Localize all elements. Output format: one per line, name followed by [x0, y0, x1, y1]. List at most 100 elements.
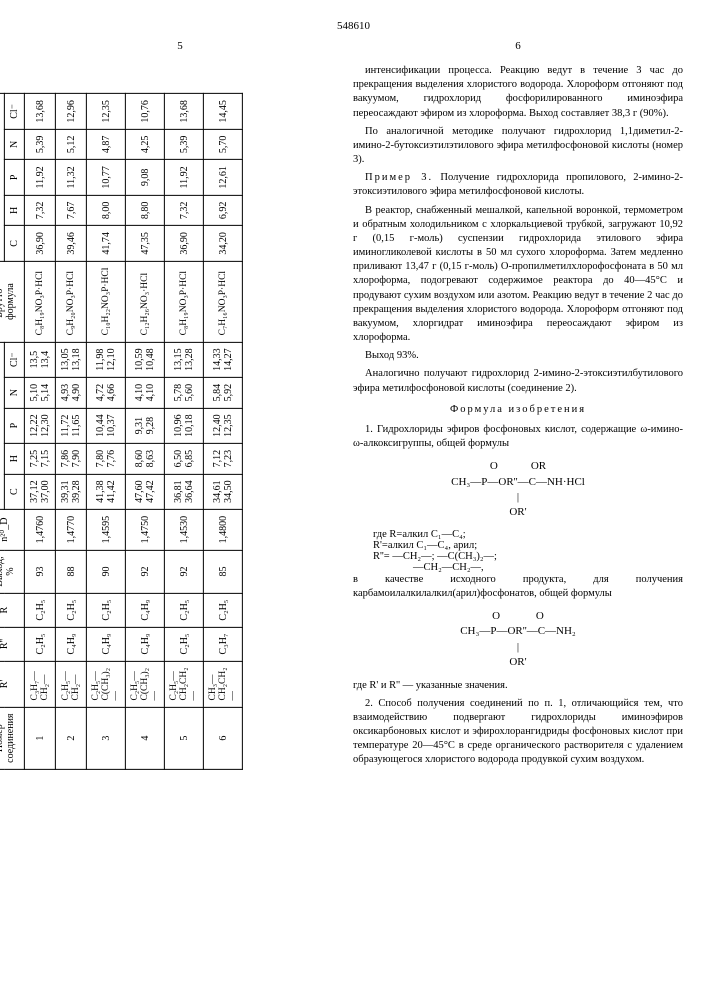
chemical-formula-1: O OR CH₃—P—OR''—C—NH·HCl | OR' [353, 459, 683, 521]
where-r2: R''= —СН₂—; —С(СН₃)₂—; [373, 551, 683, 562]
table-cell: 1,4800 [203, 509, 242, 550]
left-column: 5 Номер соединения R' R'' R Выход, % n²⁰… [15, 40, 345, 811]
table-cell: 6 [203, 707, 242, 769]
table-cell: 7,86 7,90 [55, 443, 86, 474]
left-col-number: 5 [15, 40, 345, 52]
table-cell: 37,12 37,00 [24, 474, 55, 510]
right-column: 6 интенсификации процесса. Реакцию ведут… [353, 40, 683, 811]
table-cell: 1,4530 [164, 509, 203, 550]
table-cell: 3 [86, 707, 125, 769]
claim1b: в качестве исходного продукта, для получ… [353, 573, 683, 601]
table-cell: C₉H₂₀NO₃P·HCl [55, 261, 86, 342]
table-cell: C₂H₅ [55, 593, 86, 627]
para-example3: Пример 3. Получение гидрохлорида пропило… [353, 171, 683, 199]
table-cell: 11,72 11,65 [55, 408, 86, 444]
table-cell: 13,68 [24, 94, 55, 130]
table-cell: 1,4750 [125, 509, 164, 550]
claim1: 1. Гидрохлориды эфиров фосфоновых кислот… [353, 423, 683, 451]
table-cell: 13,68 [164, 94, 203, 130]
table-cell: 47,60 47,42 [125, 474, 164, 510]
table-cell: 11,32 [55, 160, 86, 196]
table-cell: 1,4770 [55, 509, 86, 550]
th-compound: Номер соединения [0, 707, 24, 769]
table-cell: 2 [55, 707, 86, 769]
table-cell: 7,67 [55, 195, 86, 226]
table-cell: 4,25 [125, 129, 164, 160]
table-cell: C₁₂H₂₆NO₃·HCl [125, 261, 164, 342]
table-cell: 41,38 41,42 [86, 474, 125, 510]
table-cell: 5,39 [164, 129, 203, 160]
table-cell: 11,92 [164, 160, 203, 196]
table-cell: 90 [86, 550, 125, 593]
table-cell: 9,08 [125, 160, 164, 196]
table-cell: C₃H₇—CH₂— [24, 661, 55, 707]
table-cell: C₂H₅—CH₂— [55, 661, 86, 707]
claim2: 2. Способ получения соединений по п. 1, … [353, 697, 683, 768]
formula2-l1: O O [353, 609, 683, 624]
table-cell: 36,90 [24, 226, 55, 262]
right-col-number: 6 [353, 40, 683, 52]
table-cell: 10,76 [125, 94, 164, 130]
table-cell: 47,35 [125, 226, 164, 262]
table-cell: 88 [55, 550, 86, 593]
table-cell: 10,77 [86, 160, 125, 196]
table-cell: 12,96 [55, 94, 86, 130]
table-cell: 12,40 12,35 [203, 408, 242, 444]
table-cell: CH₃—CH₂CH₂— [203, 661, 242, 707]
table-cell: C₈H₁₉NO₃P·HCl [164, 261, 203, 342]
where2: где R' и R'' — указанные значения. [353, 679, 683, 693]
table-cell: 13,15 13,28 [164, 342, 203, 378]
doc-number: 548610 [15, 20, 692, 32]
table-cell: 92 [164, 550, 203, 593]
formula1-l4: | [353, 490, 683, 505]
table-cell: 36,90 [164, 226, 203, 262]
table-cell: 41,74 [86, 226, 125, 262]
table-cell: 4,87 [86, 129, 125, 160]
table-cell: 8,00 [86, 195, 125, 226]
th-calc-p: P [4, 160, 24, 196]
where-r: где R=алкил C₁—C₄; [373, 529, 683, 540]
table-cell: 5,10 5,14 [24, 377, 55, 408]
table-cell: 10,44 10,37 [86, 408, 125, 444]
where-r2b: —СН₂—СН₂—, [413, 562, 683, 573]
table-cell: C₃H₇ [203, 627, 242, 661]
compounds-table: Номер соединения R' R'' R Выход, % n²⁰_D… [0, 93, 243, 770]
table-cell: 8,60 8,63 [125, 443, 164, 474]
para-reactor: В реактор, снабженный мешалкой, капельно… [353, 204, 683, 346]
th-r2: R'' [0, 627, 24, 661]
table-cell: 6,50 6,85 [164, 443, 203, 474]
table-row: 5C₂H₅—CH₂CH₂—C₂H₅C₂H₅921,453036,81 36,64… [164, 94, 203, 770]
table-cell: 36,81 36,64 [164, 474, 203, 510]
table-cell: 5 [164, 707, 203, 769]
table-cell: C₂H₅—C(CH₃)₂— [125, 661, 164, 707]
table-cell: 5,39 [24, 129, 55, 160]
table-row: 4C₂H₅—C(CH₃)₂—C₄H₉C₄H₉921,475047,60 47,4… [125, 94, 164, 770]
th-found-p: P [4, 408, 24, 444]
table-cell: 7,12 7,23 [203, 443, 242, 474]
table-cell: 39,46 [55, 226, 86, 262]
table-cell: 4,72 4,66 [86, 377, 125, 408]
table-cell: C₂H₅ [164, 627, 203, 661]
table-cell: C₂H₅ [24, 593, 55, 627]
para-analogous2: Аналогично получают гидрохлорид 2-имино-… [353, 367, 683, 395]
table-cell: 4,10 4,10 [125, 377, 164, 408]
table-cell: C₄H₉ [55, 627, 86, 661]
table-cell: 11,98 12,10 [86, 342, 125, 378]
para-yield: Выход 93%. [353, 349, 683, 363]
table-cell: 10,96 10,18 [164, 408, 203, 444]
formula2-l4: | [353, 640, 683, 655]
table-cell: 8,80 [125, 195, 164, 226]
table-cell: 13,5 13,4 [24, 342, 55, 378]
th-calc-h: H [4, 195, 24, 226]
table-cell: 34,61 34,50 [203, 474, 242, 510]
table-cell: 34,20 [203, 226, 242, 262]
table-cell: 5,84 5,92 [203, 377, 242, 408]
table-cell: 93 [24, 550, 55, 593]
table-cell: 11,92 [24, 160, 55, 196]
th-nd20: n²⁰_D [0, 509, 24, 550]
page: 5 Номер соединения R' R'' R Выход, % n²⁰… [15, 40, 692, 811]
para-intro: интенсификации процесса. Реакцию ведут в… [353, 64, 683, 121]
table-cell: C₁₀H₂₂NO₃P·HCl [86, 261, 125, 342]
table-cell: 6,92 [203, 195, 242, 226]
table-cell: 13,05 13,18 [55, 342, 86, 378]
